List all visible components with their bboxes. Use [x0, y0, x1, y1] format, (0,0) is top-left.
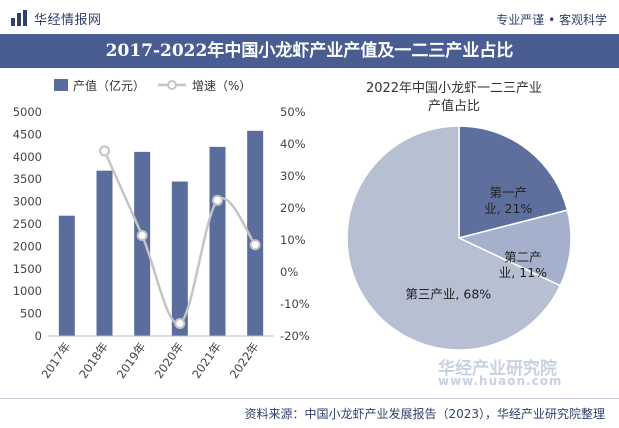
bar-2018年	[96, 170, 113, 336]
x-tick-label: 2017年	[38, 340, 73, 381]
top-bar: 华经情报网 专业严谨 • 客观科学	[0, 0, 619, 34]
y-left-tick-label: 4000	[13, 150, 42, 164]
y-axis-left: 0 500 1000 1500 2000 2500 3000 3500 4000 4500 5000	[13, 105, 42, 343]
x-tick-label: 2020年	[151, 340, 186, 381]
y-left-tick-label: 3500	[13, 172, 42, 186]
x-tick-label: 2019年	[114, 340, 149, 381]
y-right-tick-label: 50%	[280, 105, 306, 119]
slogan: 专业严谨 • 客观科学	[496, 13, 607, 27]
pie-slice-第二产业	[456, 209, 572, 287]
pie-slice-第一产业	[458, 125, 569, 239]
page-title: 2017-2022年中国小龙虾产业产值及一二三产业占比	[105, 41, 514, 61]
y-left-tick-label: 4500	[13, 127, 42, 141]
y-left-tick-label: 2500	[13, 217, 42, 231]
growth-point	[174, 318, 186, 330]
y-left-tick-label: 5000	[13, 105, 42, 119]
pie-title-line-1: 2022年中国小龙虾一二三产业	[366, 81, 542, 96]
watermark-text: 华经产业研究院	[438, 359, 557, 379]
y-left-tick-label: 2000	[13, 239, 42, 253]
growth-point	[99, 145, 110, 157]
pie-label-第一产业: 第一产业, 21%	[484, 185, 532, 216]
bar-2020年	[171, 181, 188, 336]
x-tick-label: 2022年	[227, 340, 262, 381]
growth-point	[249, 239, 261, 251]
y-left-tick-label: 500	[20, 307, 42, 321]
pie-title-line-2: 产值占比	[428, 98, 480, 114]
y-right-tick-label: 30%	[280, 169, 306, 183]
y-right-tick-label: 10%	[280, 233, 306, 247]
chart-legend: 产值（亿元） 增速（%）	[54, 78, 251, 93]
chart-logo-icon	[11, 10, 27, 26]
y-right-tick-label: 20%	[280, 201, 306, 215]
bar-2019年	[134, 151, 151, 336]
logo: 华经情报网	[10, 9, 102, 28]
chart-area: 产值（亿元） 增速（%） 0 500 1000 1500 2000 2500 3000 350…	[0, 68, 619, 398]
legend-line-marker	[167, 80, 177, 90]
source-bar: 资料来源：中国小龙虾产业发展报告（2023），华经产业研究院整理	[0, 398, 619, 428]
x-axis: 2017年 2018年 2019年 2020年 2021年 2022年	[38, 335, 274, 381]
pie-label-第二产业: 第二产业, 11%	[499, 249, 547, 280]
growth-point	[136, 230, 148, 242]
y-axis-right: -20% -10% 0% 10% 20% 30% 40% 50%	[280, 105, 310, 343]
y-right-tick-label: -10%	[280, 297, 310, 311]
y-right-tick-label: 0%	[280, 265, 298, 279]
y-left-tick-label: 1500	[13, 262, 42, 276]
legend-item-growth: 增速（%）	[192, 79, 251, 93]
legend-bar-swatch	[54, 79, 68, 91]
watermark-url: www.huaon.com	[438, 374, 563, 388]
x-tick-label: 2018年	[76, 340, 111, 381]
bar-2021年	[209, 146, 226, 336]
combo-chart: 产值（亿元） 增速（%） 0 500 1000 1500 2000 2500 3000 350…	[13, 78, 310, 381]
pie-chart: 2022年中国小龙虾一二三产业 产值占比 第一产业, 21%第二产业, 11%第…	[346, 81, 572, 351]
pie-label-第三产业: 第三产业, 68%	[405, 287, 491, 302]
pie-labels: 第一产业, 21% 第二产业, 11% 第三产业, 68%	[405, 185, 547, 301]
bar-2017年	[58, 215, 75, 336]
pie-slices	[346, 125, 572, 351]
y-right-tick-label: 40%	[280, 137, 306, 151]
y-right-tick-label: -20%	[280, 329, 310, 343]
legend-item-output: 产值（亿元）	[73, 78, 145, 93]
bar-series	[58, 130, 264, 336]
source-note: 资料来源：中国小龙虾产业发展报告（2023），华经产业研究院整理	[244, 407, 605, 421]
line-series	[99, 145, 261, 330]
title-band: 2017-2022年中国小龙虾产业产值及一二三产业占比	[0, 34, 619, 68]
logo-text: 华经情报网	[34, 12, 102, 28]
x-tick-label: 2021年	[189, 340, 224, 381]
growth-point	[212, 194, 223, 206]
y-left-tick-label: 0	[35, 329, 42, 343]
bar-2022年	[247, 130, 264, 336]
pie-slice-第三产业	[346, 125, 562, 351]
y-left-tick-label: 3000	[13, 195, 42, 209]
y-left-tick-label: 1000	[13, 284, 42, 298]
